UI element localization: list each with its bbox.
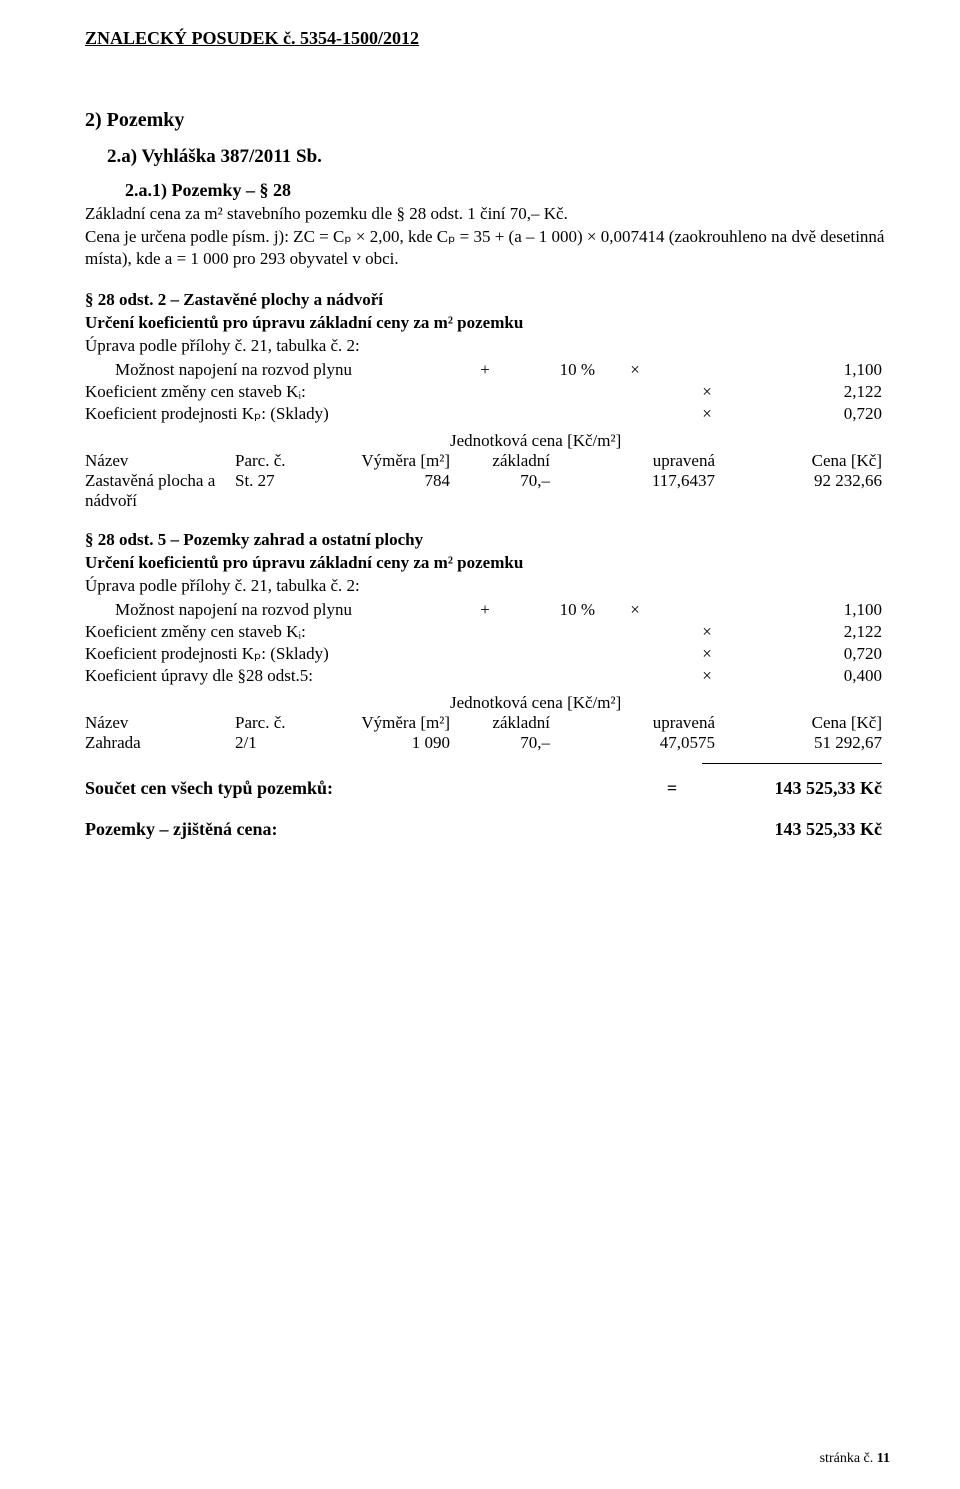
s2-unit-price-header: Jednotková cena [Kč/m²] — [85, 693, 890, 713]
final-row: Pozemky – zjištěná cena: 143 525,33 Kč — [85, 819, 890, 840]
sum-label: Součet cen všech typů pozemků: — [85, 778, 642, 799]
s1-r2-mult: × — [662, 381, 752, 403]
s2-r2-mult: × — [662, 621, 752, 643]
s2-r2-label: Koeficient změny cen staveb Kᵢ: — [85, 621, 455, 643]
s2-r1-pct: 10 % — [515, 599, 595, 621]
s2-d-nazev: Zahrada — [85, 733, 235, 753]
s1-r3-label: Koeficient prodejnosti Kₚ: (Sklady) — [85, 403, 455, 425]
s2-th-zak: základní — [450, 713, 560, 733]
sum-rule — [702, 763, 882, 764]
footer-label: stránka č. — [820, 1451, 877, 1466]
s1-unit-price-header: Jednotková cena [Kč/m²] — [85, 431, 890, 451]
s1-r3-mult: × — [662, 403, 752, 425]
s2-sub: Určení koeficientů pro úpravu základní c… — [85, 552, 890, 573]
s2-r1-val: 1,100 — [675, 599, 890, 621]
s1-d-nazev-a: Zastavěná plocha a — [85, 471, 235, 491]
s1-r1-pct: 10 % — [515, 359, 595, 381]
s2-r1-plus: + — [455, 599, 515, 621]
section-2a1-heading: 2.a.1) Pozemky – § 28 — [125, 180, 890, 201]
footer-page-num: 11 — [877, 1451, 890, 1466]
s2-r4-val: 0,400 — [752, 665, 890, 687]
s1-th-vymera: Výměra [m²] — [325, 451, 450, 471]
s2-r1-label: Možnost napojení na rozvod plynu — [85, 599, 455, 621]
s1-d-vymera: 784 — [325, 471, 450, 491]
s1-r1-plus: + — [455, 359, 515, 381]
s1-r1-val: 1,100 — [675, 359, 890, 381]
s1-row-plyn: Možnost napojení na rozvod plynu + 10 % … — [85, 359, 890, 381]
s2-jedn-label: Jednotková cena [Kč/m²] — [450, 693, 890, 713]
s2-th-nazev: Název — [85, 713, 235, 733]
s1-r2-val: 2,122 — [752, 381, 890, 403]
s2-table-row: Zahrada 2/1 1 090 70,– 47,0575 51 292,67 — [85, 733, 890, 753]
sum-val: 143 525,33 Kč — [702, 778, 890, 799]
s2-th-upr: upravená — [560, 713, 725, 733]
s1-th-zak: základní — [450, 451, 560, 471]
s2-d-upr: 47,0575 — [560, 733, 725, 753]
s2-d-vymera: 1 090 — [325, 733, 450, 753]
s1-sub: Určení koeficientů pro úpravu základní c… — [85, 312, 890, 333]
s2-r2-val: 2,122 — [752, 621, 890, 643]
intro-line-2: Cena je určena podle písm. j): ZC = Cₚ ×… — [85, 226, 890, 269]
s2-d-cena: 51 292,67 — [725, 733, 890, 753]
s1-r2-label: Koeficient změny cen staveb Kᵢ: — [85, 381, 455, 403]
s2-d-parc: 2/1 — [235, 733, 325, 753]
s2-heading: § 28 odst. 5 – Pozemky zahrad a ostatní … — [85, 529, 890, 550]
s2-r3-label: Koeficient prodejnosti Kₚ: (Sklady) — [85, 643, 455, 665]
s1-th-upr: upravená — [560, 451, 725, 471]
s2-r3-mult: × — [662, 643, 752, 665]
s1-table-header: Název Parc. č. Výměra [m²] základní upra… — [85, 451, 890, 471]
s1-table-row-b: nádvoří — [85, 491, 890, 511]
s2-th-parc: Parc. č. — [235, 713, 325, 733]
final-val: 143 525,33 Kč — [682, 819, 890, 840]
sum-eq: = — [642, 778, 702, 799]
s1-d-cena: 92 232,66 — [725, 471, 890, 491]
s1-d-nazev-b: nádvoří — [85, 491, 235, 511]
s2-th-cena: Cena [Kč] — [725, 713, 890, 733]
s1-th-nazev: Název — [85, 451, 235, 471]
s1-heading: § 28 odst. 2 – Zastavěné plochy a nádvoř… — [85, 289, 890, 310]
s1-d-parc: St. 27 — [235, 471, 325, 491]
s2-row-plyn: Možnost napojení na rozvod plynu + 10 % … — [85, 599, 890, 621]
section-2a-heading: 2.a) Vyhláška 387/2011 Sb. — [107, 146, 890, 168]
s1-sub2: Úprava podle přílohy č. 21, tabulka č. 2… — [85, 335, 890, 356]
s2-r4-mult: × — [662, 665, 752, 687]
s2-row-upravy: Koeficient úpravy dle §28 odst.5: × 0,40… — [85, 665, 890, 687]
s1-jedn-label: Jednotková cena [Kč/m²] — [450, 431, 890, 451]
s2-row-ki: Koeficient změny cen staveb Kᵢ: × 2,122 — [85, 621, 890, 643]
s1-r3-val: 0,720 — [752, 403, 890, 425]
section-2-heading: 2) Pozemky — [85, 109, 890, 132]
sum-row: Součet cen všech typů pozemků: = 143 525… — [85, 778, 890, 799]
s1-d-upr: 117,6437 — [560, 471, 725, 491]
s1-d-zak: 70,– — [450, 471, 560, 491]
s1-th-cena: Cena [Kč] — [725, 451, 890, 471]
s2-r1-mult: × — [595, 599, 675, 621]
s2-sub2: Úprava podle přílohy č. 21, tabulka č. 2… — [85, 575, 890, 596]
s2-row-kp: Koeficient prodejnosti Kₚ: (Sklady) × 0,… — [85, 643, 890, 665]
s1-th-parc: Parc. č. — [235, 451, 325, 471]
s1-row-kp: Koeficient prodejnosti Kₚ: (Sklady) × 0,… — [85, 403, 890, 425]
s1-table-row: Zastavěná plocha a St. 27 784 70,– 117,6… — [85, 471, 890, 491]
intro-line-1: Základní cena za m² stavebního pozemku d… — [85, 203, 890, 224]
s2-d-zak: 70,– — [450, 733, 560, 753]
s1-r1-mult: × — [595, 359, 675, 381]
s2-th-vymera: Výměra [m²] — [325, 713, 450, 733]
page-footer: stránka č. 11 — [820, 1451, 890, 1467]
s1-row-ki: Koeficient změny cen staveb Kᵢ: × 2,122 — [85, 381, 890, 403]
doc-header: ZNALECKÝ POSUDEK č. 5354-1500/2012 — [85, 28, 890, 49]
s2-r3-val: 0,720 — [752, 643, 890, 665]
final-label: Pozemky – zjištěná cena: — [85, 819, 682, 840]
s1-r1-label: Možnost napojení na rozvod plynu — [85, 359, 455, 381]
s2-table-header: Název Parc. č. Výměra [m²] základní upra… — [85, 713, 890, 733]
s2-r4-label: Koeficient úpravy dle §28 odst.5: — [85, 665, 455, 687]
